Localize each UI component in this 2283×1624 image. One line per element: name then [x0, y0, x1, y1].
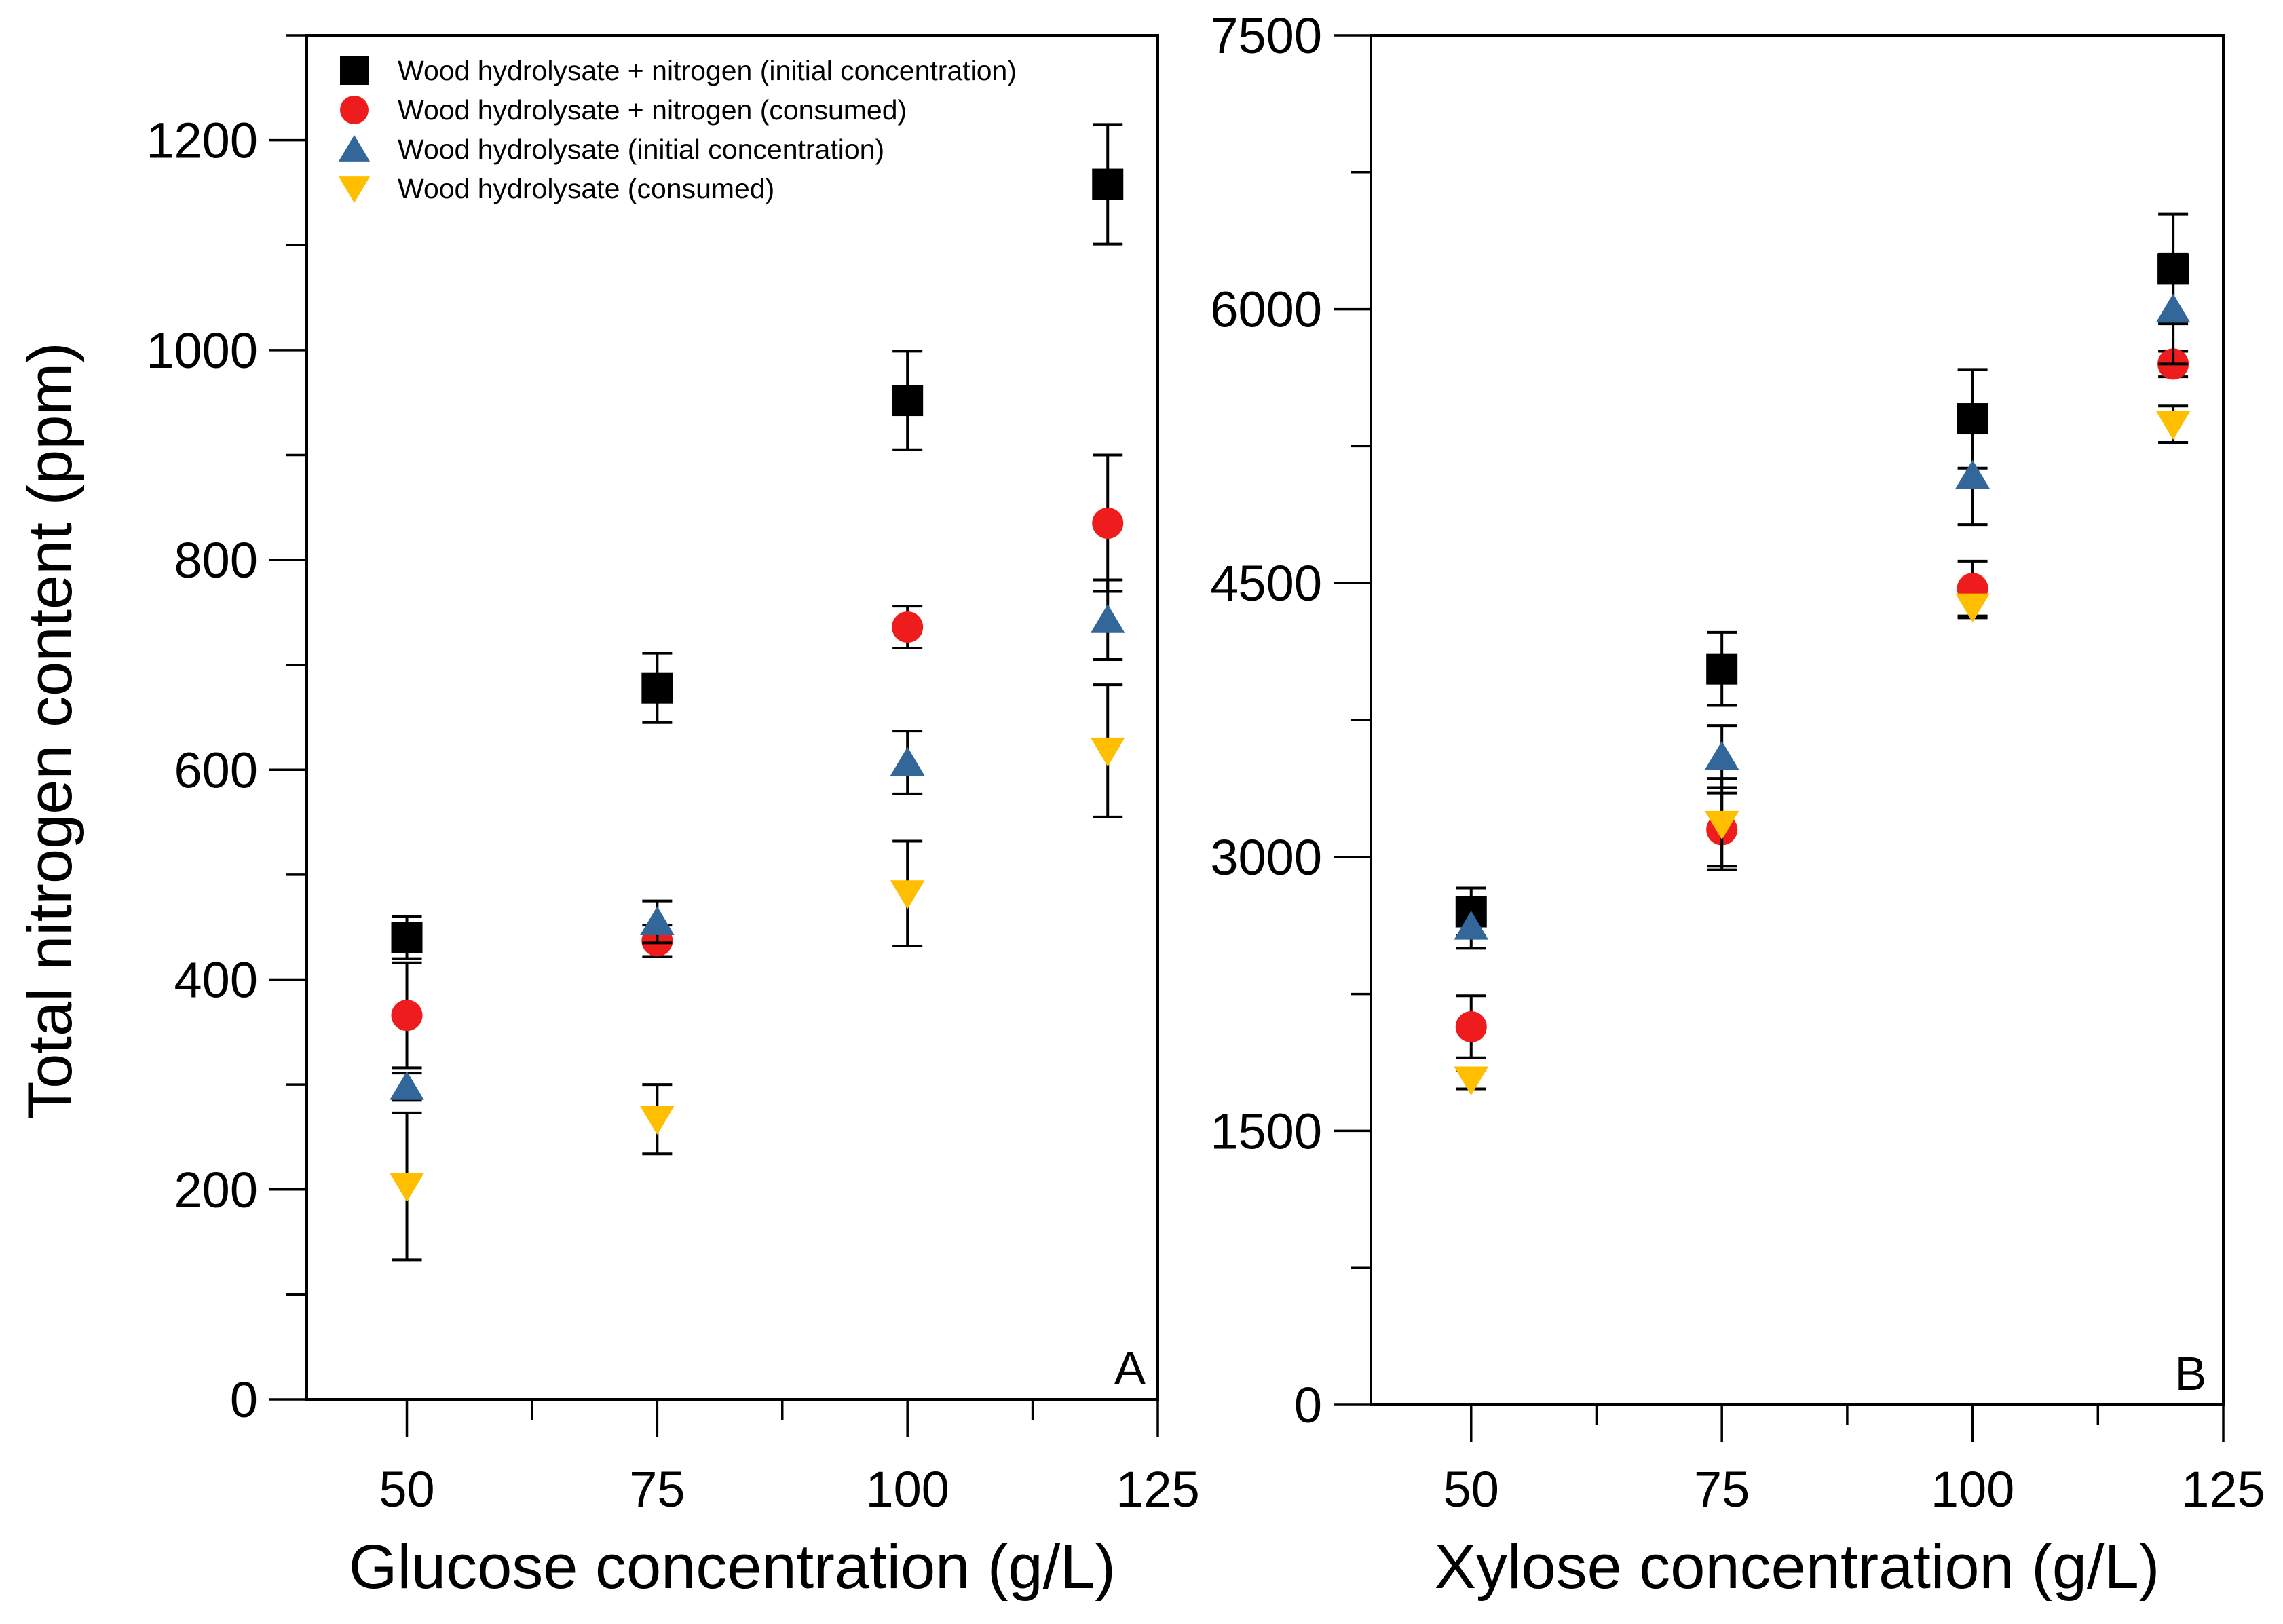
series-4 [1454, 404, 2191, 1096]
plot-frame [1370, 34, 2225, 1406]
x-tick-label: 125 [2181, 1461, 2265, 1517]
data-point [1955, 593, 1990, 623]
legend-label: Wood hydrolysate + nitrogen (consumed) [398, 94, 907, 126]
data-point [641, 672, 673, 704]
x-tick-label: 50 [1444, 1461, 1499, 1517]
data-point [1090, 737, 1125, 767]
data-point [391, 922, 423, 953]
y-tick-label: 1500 [1210, 1103, 1322, 1159]
x-tick-label: 100 [865, 1461, 949, 1517]
data-point [640, 1106, 675, 1135]
y-tick-label: 1000 [146, 322, 258, 379]
data-point [892, 611, 924, 643]
data-point [1090, 604, 1125, 633]
data-point [1955, 459, 1990, 489]
plot-frame [305, 34, 1159, 1401]
y-axis-title: Total nitrogen content (ppm) [16, 342, 85, 1120]
data-point [391, 1000, 423, 1032]
data-point [1706, 653, 1738, 685]
legend-label: Wood hydrolysate (initial concentration) [398, 134, 884, 165]
y-tick-label: 800 [174, 532, 258, 588]
series-1 [391, 123, 1124, 960]
legend-marker [340, 56, 369, 85]
data-point [390, 1071, 424, 1100]
legend-marker [340, 96, 369, 124]
y-tick-label: 0 [230, 1372, 258, 1428]
x-tick-label: 75 [629, 1461, 685, 1517]
data-point [1092, 168, 1124, 200]
x-tick-label: 75 [1694, 1461, 1750, 1517]
y-tick-label: 0 [1294, 1377, 1322, 1433]
y-tick-label: 400 [174, 952, 258, 1008]
panel-label: A [1114, 1342, 1146, 1395]
data-point [1454, 1066, 1489, 1096]
y-tick-label: 6000 [1210, 282, 1322, 338]
panel-label: B [2175, 1347, 2207, 1400]
x-tick-label: 100 [1931, 1461, 2014, 1517]
y-tick-label: 200 [174, 1162, 258, 1218]
data-point [640, 906, 675, 936]
y-tick-label: 7500 [1210, 7, 1322, 64]
legend: Wood hydrolysate + nitrogen (initial con… [338, 55, 1017, 204]
data-point [890, 747, 925, 776]
legend-marker [338, 135, 371, 162]
data-point [890, 880, 925, 909]
x-axis-title: Glucose concentration (g/L) [349, 1532, 1116, 1602]
series-4 [390, 683, 1125, 1262]
data-point [2155, 411, 2191, 440]
legend-label: Wood hydrolysate + nitrogen (initial con… [398, 55, 1017, 86]
x-tick-label: 125 [1116, 1461, 1199, 1517]
data-point [390, 1173, 424, 1203]
y-tick-label: 4500 [1210, 555, 1322, 611]
x-axis-title: Xylose concentration (g/L) [1435, 1532, 2160, 1602]
y-tick-label: 600 [174, 742, 258, 798]
data-point [1092, 507, 1124, 539]
data-point [1704, 740, 1739, 770]
y-tick-label: 3000 [1210, 829, 1322, 886]
data-point [892, 385, 924, 417]
data-point [1455, 1011, 1487, 1043]
data-point [2155, 293, 2191, 323]
series-3 [390, 578, 1125, 1102]
y-tick-label: 1200 [146, 113, 258, 169]
series-1 [1455, 212, 2189, 937]
x-tick-label: 50 [379, 1461, 434, 1517]
legend-label: Wood hydrolysate (consumed) [398, 173, 774, 204]
panel-b: 0 1500 3000 4500 6000 7500 50 75 100 125 Xylose co… [1210, 7, 2265, 1602]
series-3 [1454, 252, 2191, 950]
series-2 [391, 453, 1124, 1070]
data-point [1704, 810, 1739, 840]
series-2 [1455, 348, 2189, 1059]
data-point [1454, 911, 1489, 940]
legend-marker [338, 176, 371, 203]
